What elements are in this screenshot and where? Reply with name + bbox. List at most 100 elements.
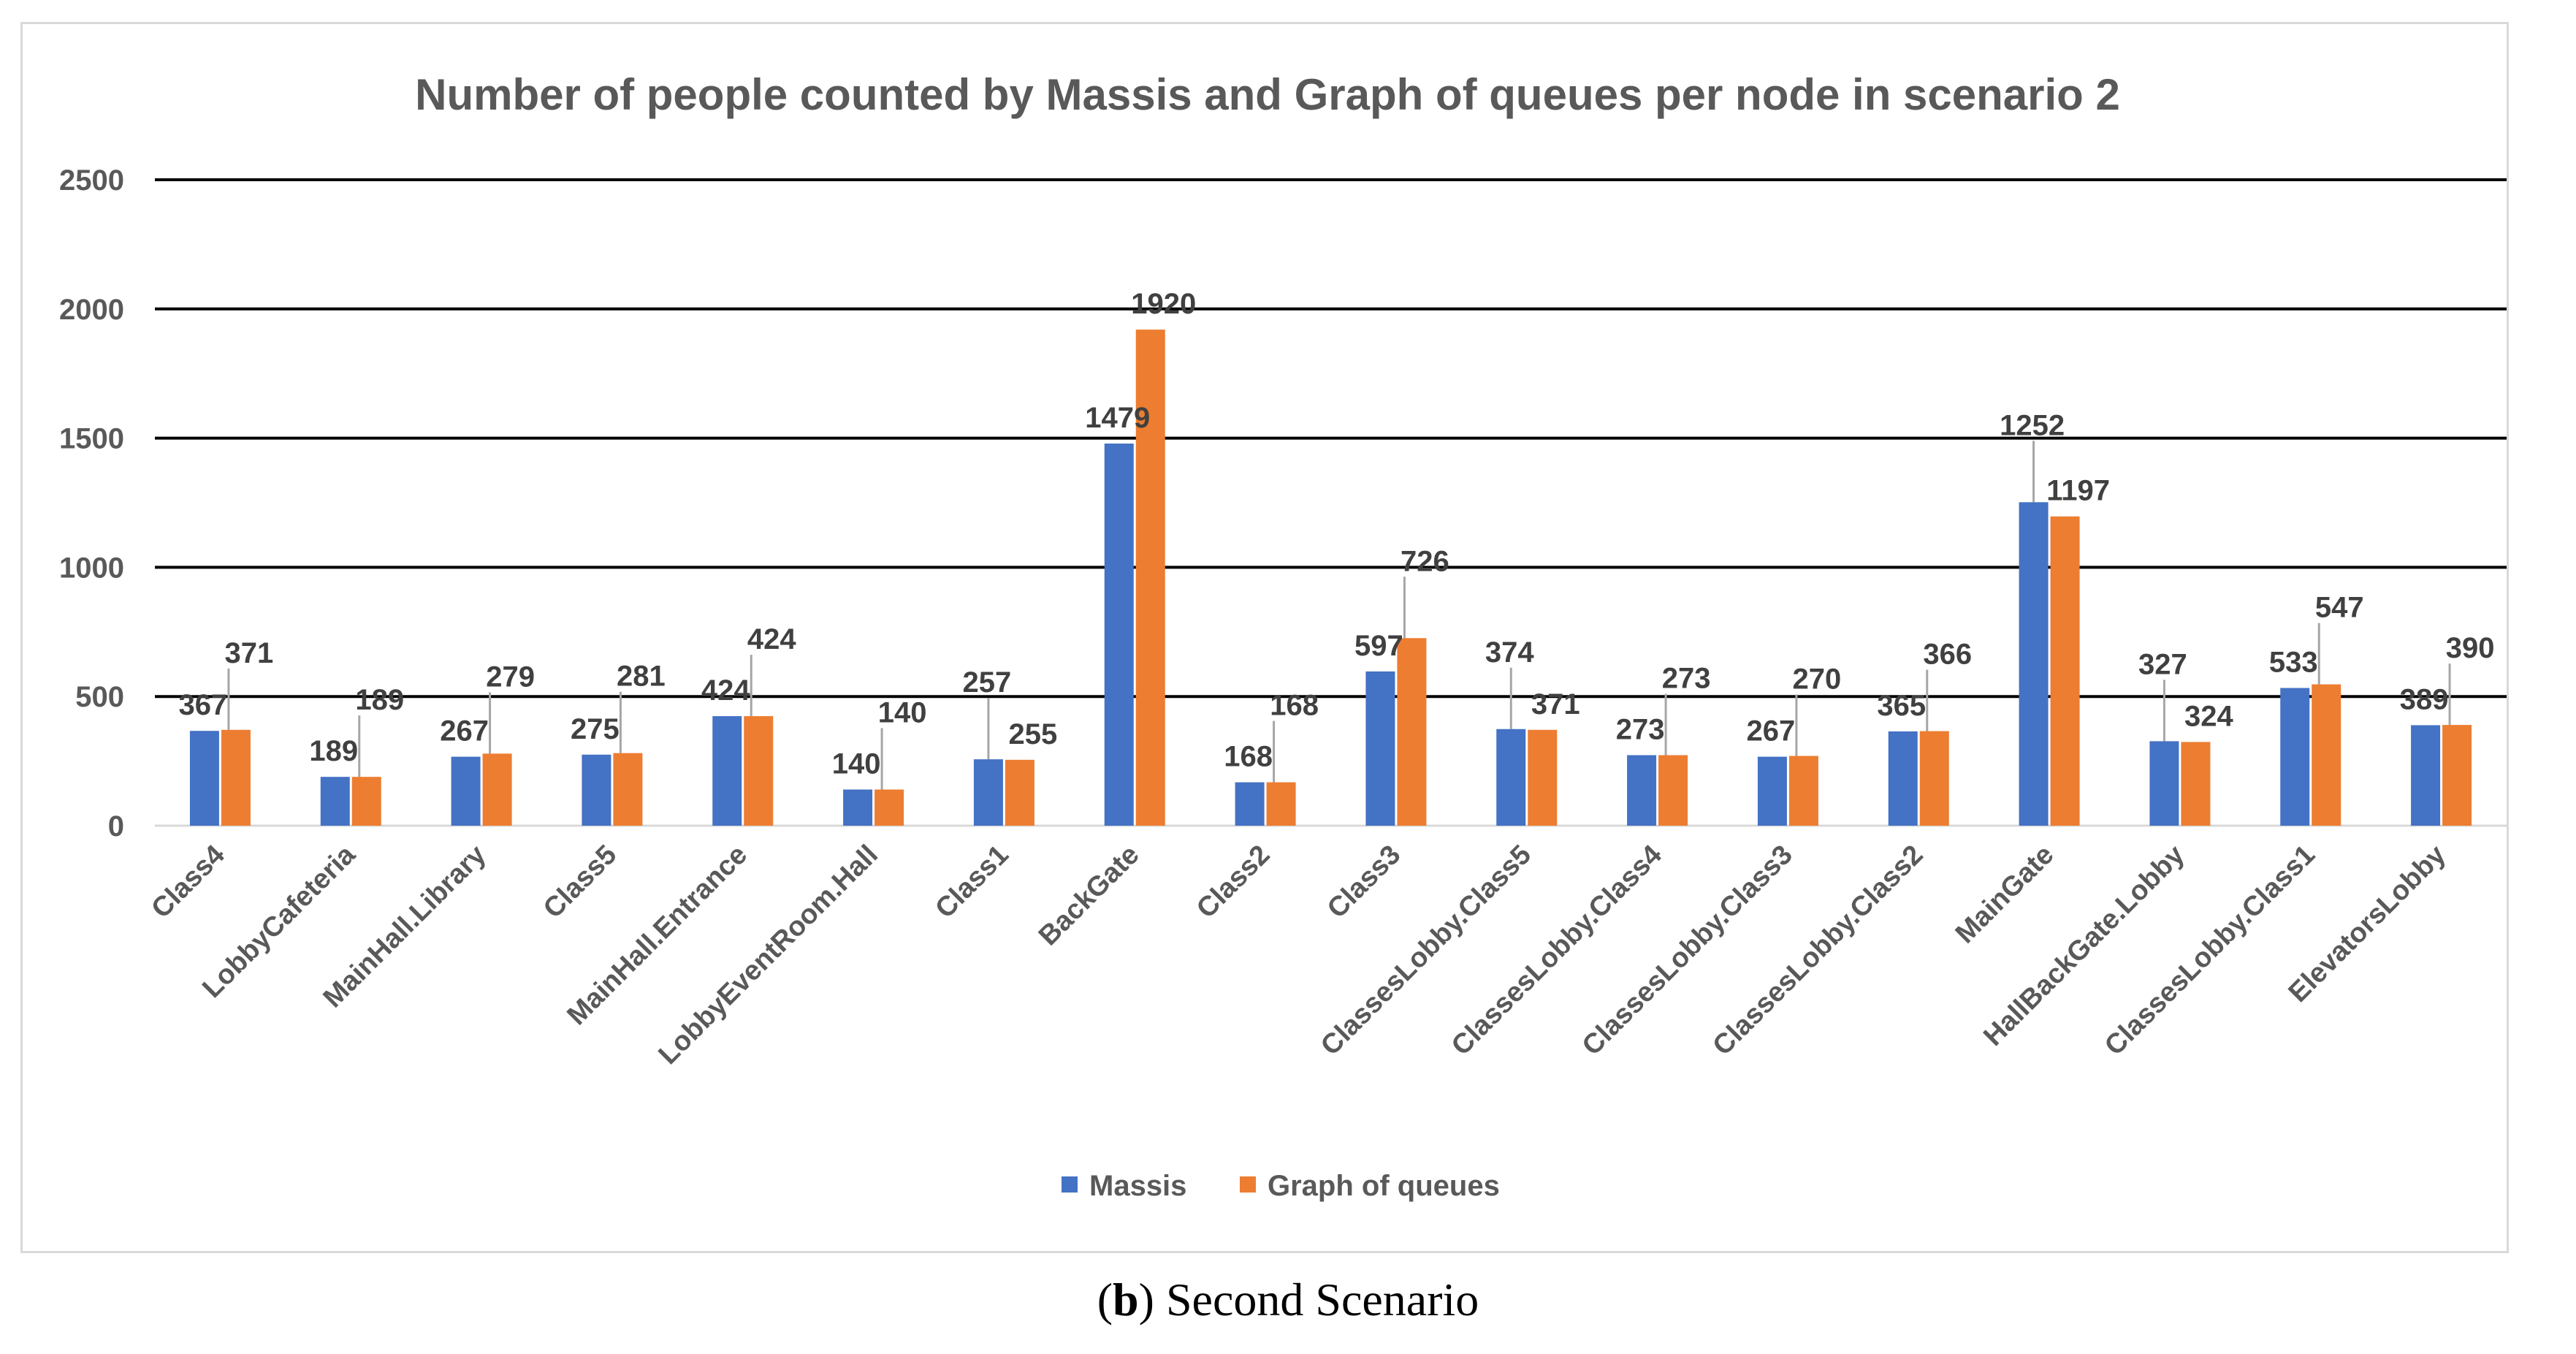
legend: Massis Graph of queues	[1062, 1170, 1500, 1202]
bar-graph-of-queues-lobbycafeteria	[351, 777, 381, 826]
data-label-massis-lobbycafeteria: 189	[309, 735, 358, 767]
x-tick-label-class5: Class5	[538, 840, 622, 924]
data-label-massis-hallbackgate-lobby: 327	[2138, 648, 2187, 680]
bar-massis-classeslobby-class1	[2280, 688, 2310, 826]
x-tick-label-lobbyeventroom-hall: LobbyEventRoom.Hall	[653, 840, 884, 1070]
bar-massis-mainhall-library	[451, 756, 481, 826]
bar-graph-of-queues-mainhall-entrance	[744, 716, 774, 826]
bar-massis-elevatorslobby	[2411, 725, 2441, 826]
y-tick-label: 500	[75, 681, 124, 713]
legend-label-massis: Massis	[1089, 1170, 1186, 1202]
data-label-graph-of-queues-lobbyeventroom-hall: 140	[878, 696, 927, 729]
data-label-graph-of-queues-elevatorslobby: 390	[2446, 632, 2495, 664]
data-label-massis-class2: 168	[1224, 741, 1273, 773]
data-label-massis-class3: 597	[1354, 630, 1403, 662]
y-tick-label: 2000	[59, 294, 124, 326]
bar-graph-of-queues-classeslobby-class4	[1658, 755, 1688, 826]
data-label-graph-of-queues-classeslobby-class3: 270	[1793, 663, 1842, 696]
y-tick-label: 0	[108, 810, 124, 843]
data-label-massis-class1: 257	[963, 666, 1012, 699]
bar-graph-of-queues-hallbackgate-lobby	[2181, 742, 2211, 826]
x-tick-label-classeslobby-class3: ClassesLobby.Class3	[1577, 840, 1799, 1062]
data-label-graph-of-queues-class4: 371	[225, 637, 274, 669]
bar-graph-of-queues-class1	[1005, 759, 1034, 826]
bar-massis-classeslobby-class5	[1496, 729, 1526, 826]
data-label-graph-of-queues-mainhall-entrance: 424	[747, 623, 796, 655]
x-tick-label-classeslobby-class5: ClassesLobby.Class5	[1315, 840, 1537, 1062]
chart-frame	[20, 22, 2509, 1253]
data-label-massis-lobbyeventroom-hall: 140	[832, 748, 881, 780]
data-label-massis-classeslobby-class1: 533	[2269, 647, 2318, 679]
bar-graph-of-queues-classeslobby-class3	[1788, 756, 1818, 826]
bar-massis-classeslobby-class4	[1627, 755, 1657, 826]
x-tick-label-classeslobby-class4: ClassesLobby.Class4	[1446, 840, 1668, 1062]
data-label-graph-of-queues-backgate: 1920	[1131, 288, 1196, 320]
data-label-massis-classeslobby-class3: 267	[1747, 715, 1796, 748]
bar-graph-of-queues-class5	[613, 753, 643, 826]
legend-label-graph-of-queues: Graph of queues	[1268, 1170, 1500, 1202]
data-label-graph-of-queues-classeslobby-class2: 366	[1923, 639, 1972, 671]
bar-massis-maingate	[2019, 502, 2049, 826]
data-label-massis-elevatorslobby: 389	[2400, 683, 2449, 715]
data-label-massis-backgate: 1479	[1085, 402, 1150, 434]
data-label-graph-of-queues-class3: 726	[1401, 545, 1449, 577]
data-label-massis-classeslobby-class2: 365	[1877, 690, 1926, 722]
data-label-graph-of-queues-mainhall-library: 279	[486, 661, 535, 693]
bar-massis-lobbyeventroom-hall	[843, 789, 873, 826]
bar-massis-mainhall-entrance	[712, 716, 742, 826]
data-label-massis-maingate: 1252	[2000, 409, 2065, 441]
bar-graph-of-queues-classeslobby-class1	[2312, 684, 2341, 826]
bar-massis-class1	[973, 759, 1003, 826]
bar-massis-class2	[1235, 782, 1265, 826]
bar-graph-of-queues-classeslobby-class5	[1528, 729, 1558, 826]
bar-graph-of-queues-class4	[221, 729, 251, 826]
caption-text: Second Scenario	[1165, 1274, 1479, 1326]
legend-swatch-massis	[1062, 1176, 1078, 1193]
y-tick-label: 2500	[59, 164, 124, 197]
data-label-massis-mainhall-library: 267	[440, 715, 489, 748]
figure-caption: (b) Second Scenario	[1097, 1274, 1479, 1326]
bar-graph-of-queues-class2	[1266, 782, 1296, 826]
x-tick-label-classeslobby-class2: ClassesLobby.Class2	[1707, 840, 1929, 1062]
x-tick-label-maingate: MainGate	[1950, 840, 2060, 950]
data-label-massis-class4: 367	[179, 689, 228, 721]
y-tick-label: 1500	[59, 423, 124, 455]
data-label-massis-class5: 275	[571, 713, 620, 745]
data-label-graph-of-queues-hallbackgate-lobby: 324	[2184, 700, 2233, 732]
bar-massis-lobbycafeteria	[320, 777, 350, 826]
bar-graph-of-queues-elevatorslobby	[2442, 725, 2472, 826]
data-label-graph-of-queues-class1: 255	[1009, 718, 1058, 750]
x-tick-label-classeslobby-class1: ClassesLobby.Class1	[2099, 840, 2321, 1062]
data-label-graph-of-queues-class5: 281	[617, 661, 666, 693]
bar-massis-classeslobby-class3	[1757, 756, 1787, 826]
x-tick-label-backgate: BackGate	[1033, 840, 1146, 952]
bar-massis-class4	[189, 731, 219, 826]
x-tick-label-class3: Class3	[1322, 840, 1406, 924]
legend-swatch-graph-of-queues	[1240, 1176, 1256, 1193]
bar-graph-of-queues-classeslobby-class2	[1919, 731, 1949, 826]
data-label-graph-of-queues-lobbycafeteria: 189	[355, 684, 404, 716]
bar-massis-backgate	[1104, 444, 1134, 826]
data-label-graph-of-queues-classeslobby-class4: 273	[1662, 662, 1711, 694]
data-label-graph-of-queues-maingate: 1197	[2046, 475, 2110, 507]
bar-graph-of-queues-lobbyeventroom-hall	[874, 789, 904, 826]
x-tick-label-class4: Class4	[145, 840, 230, 924]
bar-massis-classeslobby-class2	[1888, 731, 1918, 826]
bar-graph-of-queues-maingate	[2050, 516, 2080, 826]
bar-graph-of-queues-mainhall-library	[482, 753, 512, 826]
bar-graph-of-queues-class3	[1397, 638, 1427, 826]
chart-title: Number of people counted by Massis and G…	[415, 70, 2120, 119]
bar-massis-class5	[582, 754, 611, 826]
y-tick-label: 1000	[59, 552, 124, 584]
bar-massis-hallbackgate-lobby	[2149, 741, 2179, 826]
bar-massis-class3	[1365, 671, 1395, 826]
data-label-massis-classeslobby-class4: 273	[1616, 713, 1665, 745]
data-label-massis-mainhall-entrance: 424	[701, 674, 750, 707]
data-label-massis-classeslobby-class5: 374	[1485, 636, 1534, 669]
x-tick-label-class1: Class1	[929, 840, 1014, 924]
data-label-graph-of-queues-classeslobby-class1: 547	[2315, 592, 2364, 624]
x-tick-label-class2: Class2	[1191, 840, 1276, 924]
data-label-graph-of-queues-class2: 168	[1270, 690, 1319, 722]
caption-label: b	[1113, 1274, 1139, 1326]
